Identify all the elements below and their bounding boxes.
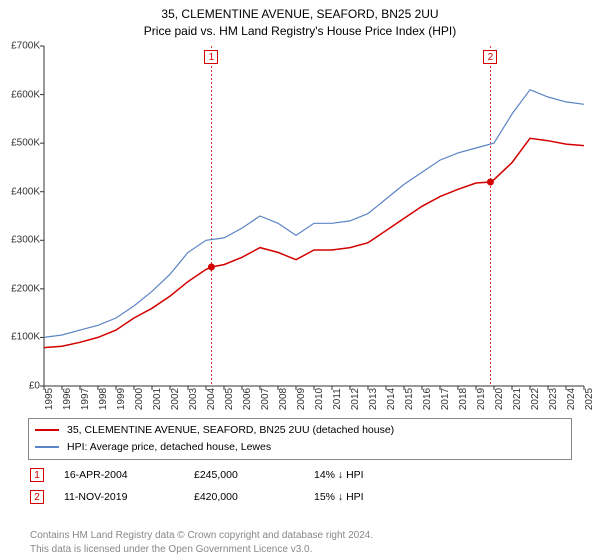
title-line-1: 35, CLEMENTINE AVENUE, SEAFORD, BN25 2UU [0, 6, 600, 23]
y-tick-label: £500K [4, 138, 40, 149]
footer: Contains HM Land Registry data © Crown c… [30, 529, 373, 556]
footer-line-1: Contains HM Land Registry data © Crown c… [30, 529, 373, 543]
chart-svg [44, 46, 584, 386]
x-tick-label: 2004 [206, 388, 217, 410]
y-tick-label: £600K [4, 89, 40, 100]
x-tick-label: 2001 [152, 388, 163, 410]
x-tick-label: 2006 [242, 388, 253, 410]
legend-box: 35, CLEMENTINE AVENUE, SEAFORD, BN25 2UU… [28, 418, 572, 460]
x-tick-label: 2024 [566, 388, 577, 410]
x-tick-label: 2009 [296, 388, 307, 410]
legend-swatch-hpi [35, 446, 59, 448]
x-tick-label: 2022 [530, 388, 541, 410]
x-tick-label: 2013 [368, 388, 379, 410]
sale-row-2: 2 11-NOV-2019 £420,000 15% ↓ HPI [28, 490, 572, 504]
title-line-2: Price paid vs. HM Land Registry's House … [0, 23, 600, 40]
x-tick-label: 2016 [422, 388, 433, 410]
y-tick-label: £100K [4, 332, 40, 343]
y-tick-label: £200K [4, 283, 40, 294]
x-tick-label: 2008 [278, 388, 289, 410]
x-tick-label: 2005 [224, 388, 235, 410]
chart-title: 35, CLEMENTINE AVENUE, SEAFORD, BN25 2UU… [0, 0, 600, 40]
y-tick-label: £300K [4, 235, 40, 246]
legend-label-property: 35, CLEMENTINE AVENUE, SEAFORD, BN25 2UU… [67, 422, 394, 439]
x-tick-label: 2000 [134, 388, 145, 410]
sale-delta-2: 15% ↓ HPI [314, 491, 364, 503]
x-tick-label: 2019 [476, 388, 487, 410]
sale-date-1: 16-APR-2004 [64, 469, 174, 481]
x-tick-label: 2010 [314, 388, 325, 410]
legend-label-hpi: HPI: Average price, detached house, Lewe… [67, 439, 271, 456]
legend-row-property: 35, CLEMENTINE AVENUE, SEAFORD, BN25 2UU… [35, 422, 565, 439]
x-tick-label: 1998 [98, 388, 109, 410]
y-tick-label: £0 [4, 381, 40, 392]
sale-date-2: 11-NOV-2019 [64, 491, 174, 503]
legend-row-hpi: HPI: Average price, detached house, Lewe… [35, 439, 565, 456]
y-tick-label: £400K [4, 186, 40, 197]
sale-delta-1: 14% ↓ HPI [314, 469, 364, 481]
x-tick-label: 2002 [170, 388, 181, 410]
x-tick-label: 2015 [404, 388, 415, 410]
chart-area: £0£100K£200K£300K£400K£500K£600K£700K 19… [44, 46, 584, 386]
y-tick-label: £700K [4, 41, 40, 52]
x-tick-label: 2018 [458, 388, 469, 410]
legend-block: 35, CLEMENTINE AVENUE, SEAFORD, BN25 2UU… [28, 418, 572, 504]
x-tick-label: 2017 [440, 388, 451, 410]
sale-marker-2: 2 [30, 490, 44, 504]
sale-row-1: 1 16-APR-2004 £245,000 14% ↓ HPI [28, 468, 572, 482]
sale-price-2: £420,000 [194, 491, 294, 503]
x-tick-label: 2003 [188, 388, 199, 410]
x-tick-label: 2007 [260, 388, 271, 410]
x-tick-label: 2014 [386, 388, 397, 410]
x-tick-label: 2012 [350, 388, 361, 410]
footer-line-2: This data is licensed under the Open Gov… [30, 543, 373, 557]
sale-top-marker: 1 [204, 50, 218, 64]
x-tick-label: 2023 [548, 388, 559, 410]
x-tick-label: 1997 [80, 388, 91, 410]
x-tick-label: 2011 [332, 388, 343, 410]
x-tick-label: 1999 [116, 388, 127, 410]
x-tick-label: 2025 [584, 388, 595, 410]
sale-top-marker: 2 [483, 50, 497, 64]
x-tick-label: 2021 [512, 388, 523, 410]
legend-swatch-property [35, 429, 59, 431]
x-tick-label: 1995 [44, 388, 55, 410]
sale-price-1: £245,000 [194, 469, 294, 481]
x-tick-label: 1996 [62, 388, 73, 410]
x-tick-label: 2020 [494, 388, 505, 410]
sale-marker-1: 1 [30, 468, 44, 482]
